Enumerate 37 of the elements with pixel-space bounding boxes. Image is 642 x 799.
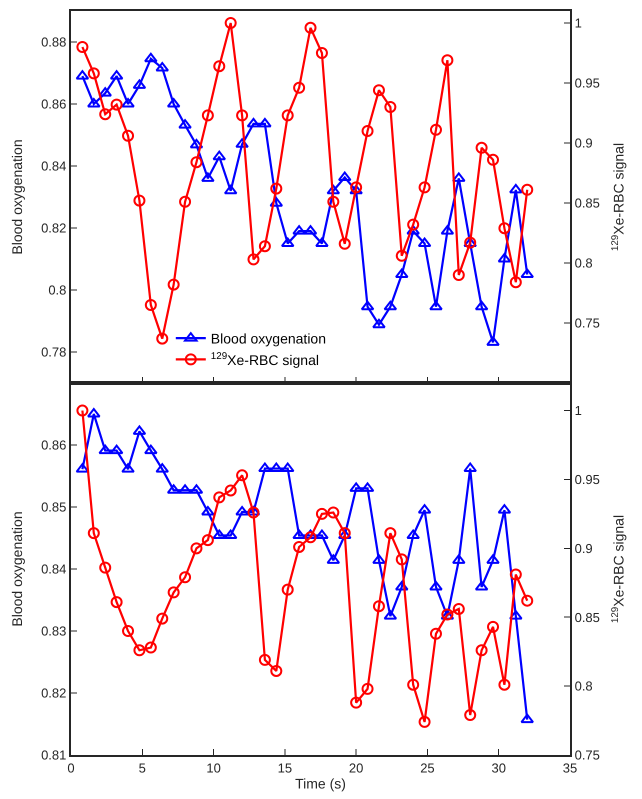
y-tick-label: 0.82	[41, 686, 66, 701]
y-tick-label: 0.84	[41, 158, 66, 174]
y2-tick-label: 0.85	[574, 196, 600, 211]
y2-tick-label: 0.85	[574, 610, 600, 625]
y2-tick-label: 0.95	[574, 76, 600, 91]
x-tick-label: 20	[348, 760, 364, 776]
y-tick-label: 0.86	[41, 96, 66, 112]
x-tick-label: 35	[562, 760, 578, 776]
legend-label: $^{129}$Xe-RBC signal	[210, 350, 319, 368]
y2-tick-label: 0.75	[574, 748, 600, 763]
y-tick-label: 0.81	[41, 748, 66, 763]
x-tick-label: 30	[491, 760, 506, 776]
y-axis-title: Blood oxygenation	[9, 139, 26, 255]
y-tick-label: 0.78	[41, 344, 66, 360]
x-tick-label: 0	[67, 760, 75, 776]
legend-label: Blood oxygenation	[210, 330, 326, 347]
y2-tick-label: 0.95	[574, 472, 600, 487]
y2-tick-label: 1	[574, 403, 582, 418]
y2-tick-label: 0.8	[574, 256, 593, 271]
y-tick-label: 0.85	[41, 500, 66, 515]
y-tick-label: 0.8	[48, 282, 66, 298]
y2-tick-label: 0.8	[574, 678, 593, 694]
y-tick-label: 0.84	[41, 562, 66, 577]
y-tick-label: 0.82	[41, 220, 66, 236]
y-tick-label: 0.88	[41, 34, 66, 50]
y2-tick-label: 1	[574, 16, 582, 31]
y-axis-title: Blood oxygenation	[9, 511, 26, 627]
x-tick-label: 15	[278, 760, 292, 776]
y2-tick-label: 0.75	[574, 316, 600, 331]
y-tick-label: 0.86	[41, 438, 66, 453]
x-axis-title: Time (s)	[295, 775, 346, 792]
x-tick-label: 5	[138, 760, 146, 776]
x-tick-label: 10	[206, 760, 221, 776]
x-tick-label: 25	[420, 760, 435, 776]
y2-tick-label: 0.9	[574, 136, 593, 151]
y-tick-label: 0.83	[41, 624, 66, 639]
y2-tick-label: 0.9	[574, 540, 593, 556]
